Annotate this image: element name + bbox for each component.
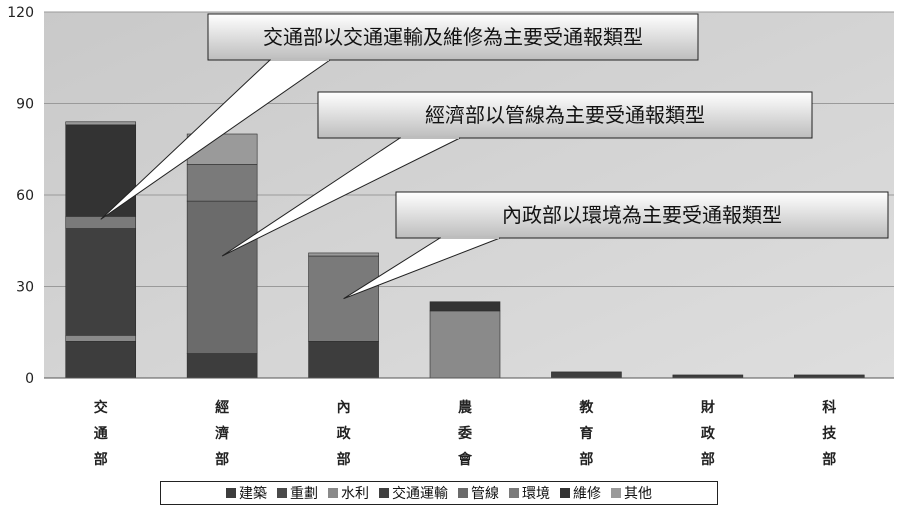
legend-label: 交通運輸 [392,483,448,503]
legend-item: 重劃 [277,483,318,503]
legend-item: 交通運輸 [379,483,448,503]
bar-segment [430,302,500,311]
x-tick-label: 內政部 [337,400,352,468]
bar-segment [551,372,621,378]
bar-segment [187,354,257,378]
legend-swatch [328,488,338,498]
bar-segment [66,335,136,341]
legend-label: 維修 [573,483,601,503]
legend-swatch [458,488,468,498]
legend-swatch [379,488,389,498]
legend-label: 管線 [471,483,499,503]
legend-item: 管線 [458,483,499,503]
bar-segment [309,253,379,256]
legend-item: 水利 [328,483,369,503]
bar-segment [66,122,136,125]
y-tick-label: 90 [16,97,34,113]
legend-swatch [509,488,519,498]
legend-item: 其他 [611,483,652,503]
bar-segment [66,229,136,336]
callout-text: 經濟部以管線為主要受通報類型 [425,103,705,127]
y-tick-label: 60 [16,188,34,204]
x-tick-label: 教育部 [579,399,594,468]
x-tick-label: 農委會 [457,399,473,468]
legend-label: 重劃 [290,483,318,503]
legend-label: 其他 [624,483,652,503]
stacked-bar-chart: 交通部以交通運輸及維修為主要受通報類型經濟部以管線為主要受通報類型內政部以環境為… [0,0,897,480]
bar-segment [430,311,500,378]
legend-item: 建築 [226,483,267,503]
legend-swatch [226,488,236,498]
legend: 建築 重劃 水利 交通運輸 管線 環境 維修 其他 [160,481,718,505]
x-tick-label: 交通部 [94,399,108,468]
x-tick-label: 科技部 [822,399,837,468]
callout-text: 交通部以交通運輸及維修為主要受通報類型 [263,25,643,49]
y-tick-label: 120 [7,5,34,21]
legend-swatch [611,488,621,498]
legend-label: 水利 [341,483,369,503]
y-tick-label: 0 [25,371,34,387]
legend-label: 環境 [522,483,550,503]
x-tick-label: 經濟部 [215,399,229,468]
callout-text: 內政部以環境為主要受通報類型 [502,203,782,227]
y-tick-label: 30 [16,280,34,296]
bar-segment [187,165,257,202]
legend-label: 建築 [239,483,267,503]
legend-item: 環境 [509,483,550,503]
legend-item: 維修 [560,483,601,503]
bar-segment [66,216,136,228]
legend-swatch [277,488,287,498]
bar-segment [66,341,136,378]
x-tick-label: 財政部 [700,399,716,468]
bar-segment [309,341,379,378]
legend-swatch [560,488,570,498]
bar-segment [187,201,257,354]
